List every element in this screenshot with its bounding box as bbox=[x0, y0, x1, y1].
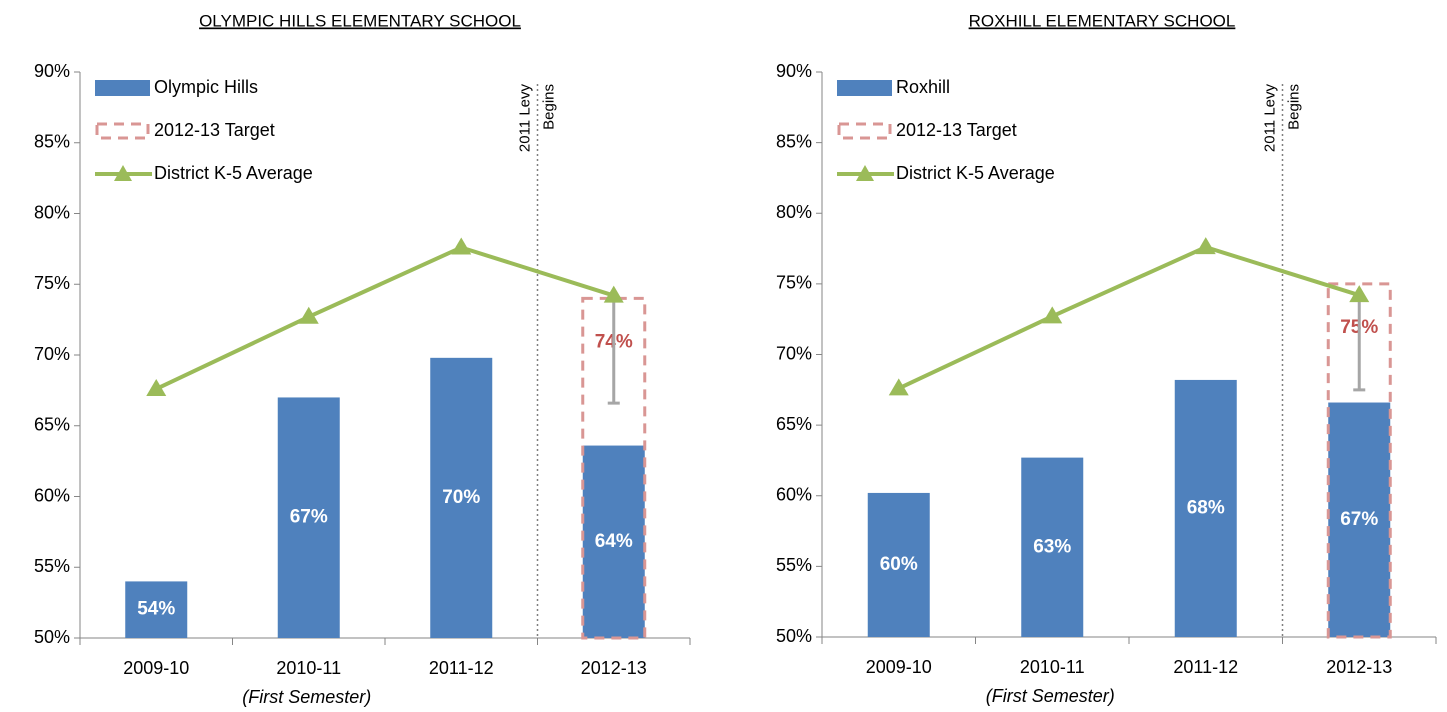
y-tick-label: 65% bbox=[34, 415, 70, 435]
legend-label: District K-5 Average bbox=[896, 163, 1055, 183]
legend-item: 2012-13 Target bbox=[95, 120, 275, 140]
legend-item: 2012-13 Target bbox=[837, 120, 1017, 140]
y-tick-label: 60% bbox=[776, 485, 812, 505]
levy-note: Begins bbox=[1285, 84, 1302, 130]
line-marker bbox=[603, 285, 624, 303]
x-tick-label: 2012-13 bbox=[581, 658, 647, 678]
legend-label: 2012-13 Target bbox=[896, 120, 1017, 140]
legend-item: Roxhill bbox=[837, 77, 950, 97]
y-tick-label: 80% bbox=[34, 202, 70, 222]
bar bbox=[582, 445, 645, 638]
legend-label: 2012-13 Target bbox=[154, 120, 275, 140]
legend-swatch bbox=[837, 122, 892, 140]
bar-label: 68% bbox=[1187, 497, 1225, 518]
annotation: (First Semester) bbox=[242, 687, 371, 707]
target-box bbox=[581, 296, 647, 640]
line-marker bbox=[888, 378, 909, 396]
y-tick-label: 80% bbox=[776, 202, 812, 222]
y-tick-label: 70% bbox=[34, 344, 70, 364]
legend-marker bbox=[856, 165, 874, 181]
bar bbox=[1021, 457, 1084, 637]
legend-item: Olympic Hills bbox=[95, 77, 258, 97]
bar bbox=[277, 397, 340, 638]
bar-label: 54% bbox=[137, 599, 175, 620]
chart-title: OLYMPIC HILLS ELEMENTARY SCHOOL bbox=[199, 11, 521, 30]
y-tick-label: 75% bbox=[776, 273, 812, 293]
line-marker bbox=[1042, 306, 1063, 324]
line bbox=[155, 245, 615, 391]
x-tick-label: 2009-10 bbox=[123, 658, 189, 678]
annotation: (First Semester) bbox=[986, 686, 1115, 706]
y-tick-label: 50% bbox=[776, 626, 812, 646]
bar-label: 64% bbox=[595, 531, 633, 552]
y-tick-label: 55% bbox=[776, 555, 812, 575]
x-tick-label: 2012-13 bbox=[1326, 657, 1392, 677]
bar-label: 67% bbox=[1340, 509, 1378, 530]
y-tick-label: 85% bbox=[34, 132, 70, 152]
y-tick-label: 60% bbox=[34, 485, 70, 505]
bar-label: 67% bbox=[290, 507, 328, 528]
legend-marker bbox=[114, 165, 132, 181]
y-tick-label: 90% bbox=[34, 61, 70, 81]
y-tick-label: 50% bbox=[34, 627, 70, 647]
x-tick-label: 2010-11 bbox=[1020, 657, 1085, 677]
x-tick-label: 2009-10 bbox=[866, 657, 932, 677]
line-marker bbox=[1349, 285, 1370, 303]
bar bbox=[430, 357, 493, 638]
chart: OLYMPIC HILLS ELEMENTARY SCHOOL 50% 55% 60%… bbox=[34, 11, 691, 707]
bar bbox=[125, 581, 188, 638]
y-tick-label: 85% bbox=[776, 131, 812, 151]
legend-swatch bbox=[837, 80, 892, 96]
line-marker bbox=[146, 378, 167, 396]
target-box bbox=[1326, 282, 1392, 639]
legend-swatch bbox=[95, 80, 150, 96]
chart-title: ROXHILL ELEMENTARY SCHOOL bbox=[969, 11, 1236, 30]
bar bbox=[1174, 379, 1237, 637]
y-tick-label: 55% bbox=[34, 556, 70, 576]
x-tick-label: 2011-12 bbox=[1173, 657, 1238, 677]
y-tick-label: 75% bbox=[34, 273, 70, 293]
y-tick-label: 90% bbox=[776, 61, 812, 81]
bar bbox=[867, 492, 930, 637]
line-marker bbox=[451, 237, 472, 255]
legend-label: District K-5 Average bbox=[154, 163, 313, 183]
line-marker bbox=[298, 306, 319, 324]
x-tick-label: 2011-12 bbox=[429, 658, 494, 678]
x-tick-label: 2010-11 bbox=[276, 658, 341, 678]
levy-note: Begins bbox=[540, 84, 557, 130]
bar-label: 60% bbox=[880, 554, 918, 575]
error-bar bbox=[607, 295, 620, 405]
y-tick-label: 70% bbox=[776, 343, 812, 363]
chart: ROXHILL ELEMENTARY SCHOOL 50% 55% 60% 65% 70%… bbox=[776, 11, 1437, 706]
legend-item: District K-5 Average bbox=[95, 163, 313, 183]
levy-note: 2011 Levy bbox=[1261, 84, 1278, 153]
legend-item: District K-5 Average bbox=[837, 163, 1055, 183]
legend-label: Olympic Hills bbox=[154, 77, 258, 97]
bar bbox=[1328, 402, 1391, 637]
legend-swatch bbox=[95, 122, 150, 140]
y-tick-label: 65% bbox=[776, 414, 812, 434]
levy-note: 2011 Levy bbox=[516, 84, 533, 153]
line-marker bbox=[1195, 237, 1216, 255]
bar-label: 70% bbox=[442, 487, 480, 508]
bar-label: 63% bbox=[1033, 536, 1071, 557]
legend-label: Roxhill bbox=[896, 77, 950, 97]
line bbox=[897, 245, 1360, 391]
error-bar bbox=[1353, 295, 1366, 392]
